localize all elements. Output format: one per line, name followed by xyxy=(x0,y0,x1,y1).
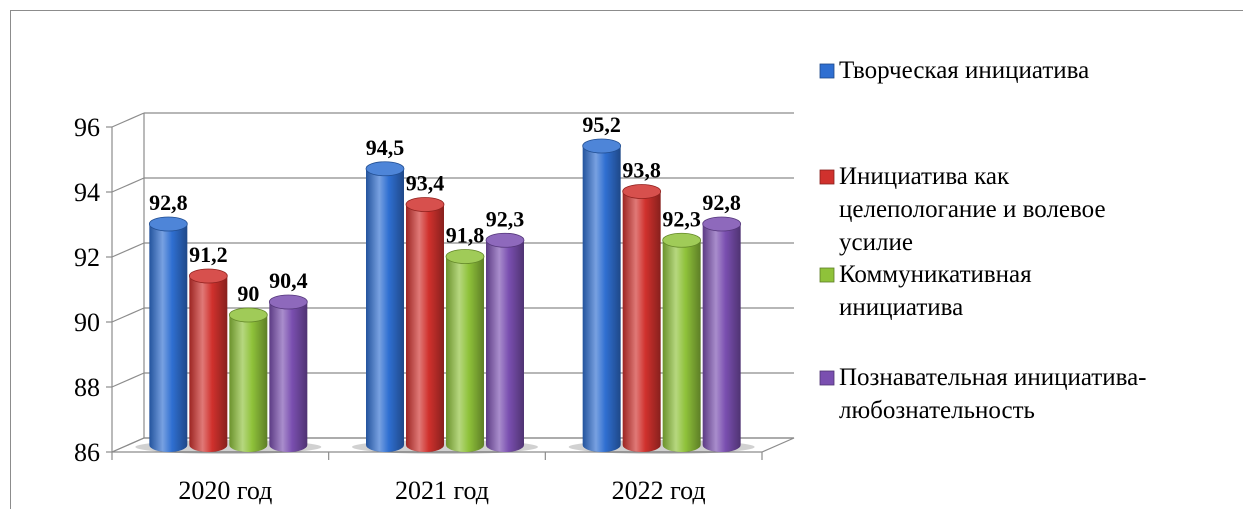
y-tick-label: 92 xyxy=(74,243,100,272)
bar xyxy=(662,240,701,452)
y-tick-label: 94 xyxy=(74,178,100,207)
legend-swatch xyxy=(819,267,835,283)
data-label: 92,8 xyxy=(149,190,188,215)
legend-swatch xyxy=(819,169,835,185)
x-category-label: 2021 год xyxy=(395,476,489,505)
bar-top xyxy=(485,232,525,248)
legend-label: Познавательная инициатива- xyxy=(839,364,1147,391)
bar xyxy=(702,224,741,452)
gridline-side xyxy=(111,177,145,193)
data-label: 93,4 xyxy=(406,171,445,196)
gridline-side xyxy=(111,307,145,323)
data-label: 92,3 xyxy=(486,206,525,231)
bar xyxy=(406,204,444,452)
data-label: 91,2 xyxy=(189,242,228,267)
gridline-side xyxy=(111,112,145,128)
bar xyxy=(446,256,484,452)
legend-swatch xyxy=(819,63,835,79)
x-category-label: 2022 год xyxy=(612,476,706,505)
data-label: 93,8 xyxy=(622,158,661,183)
bar-top xyxy=(702,216,742,232)
data-label: 94,5 xyxy=(366,135,405,160)
y-tick-label: 96 xyxy=(74,113,100,142)
bar xyxy=(366,168,404,452)
legend-label: инициатива xyxy=(839,294,963,321)
legend-label: Творческая инициатива xyxy=(839,57,1089,84)
y-tick-label: 88 xyxy=(74,373,100,402)
bar xyxy=(622,191,661,452)
bar-top xyxy=(365,161,405,177)
legend-label: усилие xyxy=(839,229,913,256)
data-label: 90,4 xyxy=(269,268,308,293)
legend-swatch xyxy=(819,370,835,386)
bar-top xyxy=(148,216,188,232)
legend-label: любознательность xyxy=(839,397,1035,424)
legend-label: целепологание и волевое xyxy=(839,196,1106,223)
bar xyxy=(149,224,188,452)
y-tick-label: 86 xyxy=(74,438,100,467)
data-label: 91,8 xyxy=(446,223,485,248)
bar xyxy=(486,240,524,452)
bar-top xyxy=(582,138,622,154)
bar xyxy=(229,315,268,452)
bar xyxy=(269,302,308,452)
data-label: 95,2 xyxy=(582,112,621,137)
gridline-side xyxy=(111,242,145,258)
bar-top xyxy=(622,184,662,199)
bar-top xyxy=(662,232,702,248)
bar-top xyxy=(445,249,485,264)
y-tick-label: 90 xyxy=(74,308,100,337)
data-label: 90 xyxy=(237,281,259,306)
bar-top xyxy=(188,268,228,284)
chart-frame xyxy=(10,10,1243,509)
bar xyxy=(582,146,621,452)
data-label: 92,8 xyxy=(702,190,741,215)
data-label: 92,3 xyxy=(662,206,701,231)
bar-top xyxy=(228,307,268,323)
legend-label: Инициатива как xyxy=(839,163,1010,190)
bar xyxy=(189,276,228,452)
x-category-label: 2020 год xyxy=(178,476,272,505)
legend-label: Коммуникативная xyxy=(839,261,1032,288)
bar-top xyxy=(268,294,308,310)
bar-top xyxy=(405,197,445,212)
gridline-side xyxy=(111,372,145,388)
